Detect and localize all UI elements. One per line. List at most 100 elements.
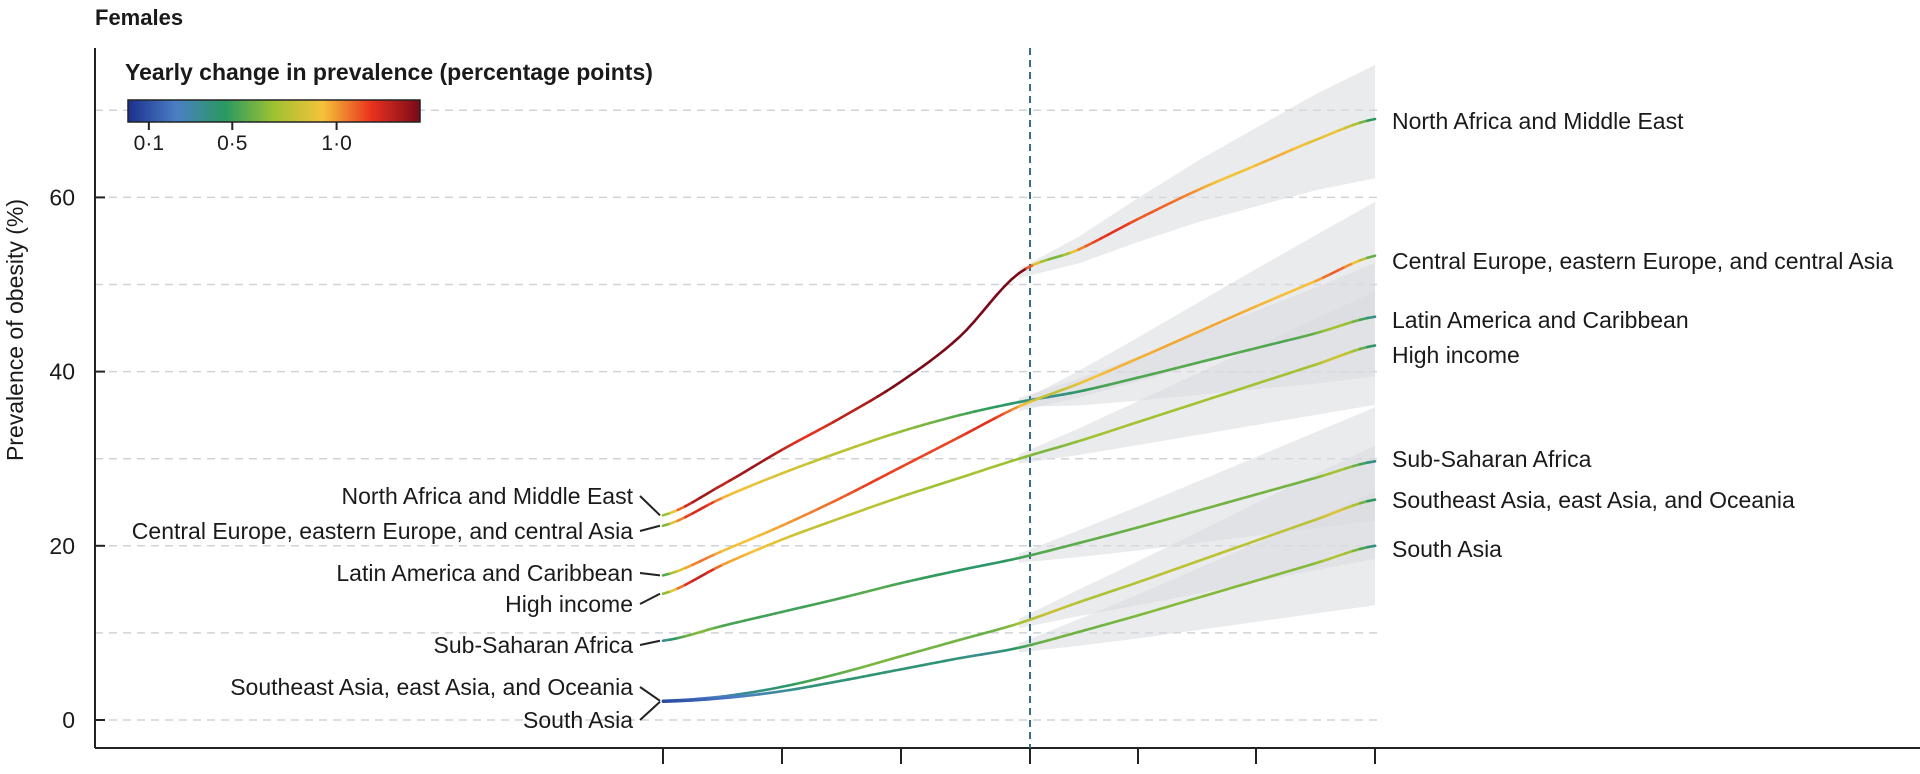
series-segment xyxy=(1358,256,1369,262)
series-segment xyxy=(691,496,702,504)
series-segment xyxy=(869,503,880,509)
series-segment xyxy=(1366,117,1377,122)
series-segment xyxy=(921,450,932,458)
series-segment xyxy=(1047,609,1058,615)
series-segment xyxy=(950,335,961,345)
series-segment xyxy=(691,560,702,567)
series-segment xyxy=(721,546,732,553)
series-label-right: Southeast Asia, east Asia, and Oceania xyxy=(1392,487,1795,513)
series-segment xyxy=(1247,539,1258,545)
series-segment xyxy=(1173,337,1184,344)
series-segment xyxy=(1344,123,1355,130)
series-segment xyxy=(1017,401,1028,408)
series-segment xyxy=(973,311,984,323)
series-segment xyxy=(943,342,954,351)
series-segment xyxy=(965,471,976,477)
series-segment xyxy=(1344,349,1355,356)
series-segment xyxy=(765,527,776,534)
axes: 0 20 40 60 xyxy=(49,48,1920,764)
colorbar-tick-label: 0·1 xyxy=(134,132,164,155)
series-segment xyxy=(713,496,724,503)
series-segment xyxy=(1188,189,1199,196)
label-leader xyxy=(639,524,661,532)
series-segment xyxy=(765,541,776,547)
series-segment xyxy=(1010,405,1021,412)
series-segment xyxy=(1336,507,1347,513)
series-segment xyxy=(847,408,858,415)
series-segment xyxy=(1106,229,1117,237)
series-segment xyxy=(1158,344,1169,351)
series-segment xyxy=(1255,160,1266,167)
series-segment xyxy=(698,492,709,500)
series-segment xyxy=(876,473,887,481)
series-segment xyxy=(891,380,902,389)
series-segment xyxy=(1047,390,1058,397)
series-segment xyxy=(854,442,865,448)
series-segment xyxy=(706,500,717,507)
series-segment xyxy=(1084,376,1095,383)
y-tick-label: 20 xyxy=(49,533,75,559)
series-segment xyxy=(1099,370,1110,376)
series-segment xyxy=(1114,425,1125,431)
series-segment xyxy=(876,435,887,441)
series-segment xyxy=(899,493,910,499)
series-segment xyxy=(817,521,828,528)
series-segment xyxy=(1077,379,1088,386)
series-segment xyxy=(795,436,806,444)
series-segment xyxy=(1084,241,1095,248)
series-segment xyxy=(1084,596,1095,602)
series-segment xyxy=(1269,154,1280,161)
panel-title: Females xyxy=(95,5,183,30)
series-segment xyxy=(802,461,813,467)
series-segment xyxy=(839,447,850,454)
legend-title: Yearly change in prevalence (percentage … xyxy=(125,59,653,85)
series-segment xyxy=(832,416,843,424)
series-segment xyxy=(1299,282,1310,289)
series-segment xyxy=(817,424,828,432)
series-segment xyxy=(1099,233,1110,240)
series-segment xyxy=(876,390,887,398)
series-segment xyxy=(1002,408,1013,415)
series-segment xyxy=(1351,121,1362,127)
series-line xyxy=(661,344,1377,596)
series-segment xyxy=(891,495,902,501)
series-segment xyxy=(1321,272,1332,279)
series-segment xyxy=(750,547,761,554)
series-line xyxy=(661,544,1377,704)
series-segment xyxy=(1269,295,1280,302)
series-segment xyxy=(906,458,917,465)
series-segment xyxy=(1166,568,1177,574)
series-segment xyxy=(1173,196,1184,203)
series-segment xyxy=(1366,498,1377,503)
series-segment xyxy=(795,514,806,521)
series-segment xyxy=(1299,141,1310,148)
series-segment xyxy=(780,444,791,452)
series-segment xyxy=(795,463,806,470)
series-segment xyxy=(1173,565,1184,571)
series-segment xyxy=(1158,570,1169,576)
series-label-left: Central Europe, eastern Europe, and cent… xyxy=(132,518,633,544)
series-segment xyxy=(1151,347,1162,354)
series-segment xyxy=(1314,360,1325,366)
series-segment xyxy=(787,440,798,448)
uncertainty-band xyxy=(1019,291,1375,464)
series-segment xyxy=(758,457,769,465)
series-lines xyxy=(661,117,1377,704)
series-segment xyxy=(1002,278,1013,288)
series-segment xyxy=(683,563,694,570)
series-segment xyxy=(884,385,895,394)
series-segment xyxy=(832,496,843,503)
series-segment xyxy=(728,475,739,482)
series-label-left: South Asia xyxy=(523,707,633,733)
series-segment xyxy=(1225,547,1236,553)
series-segment xyxy=(728,490,739,496)
series-segment xyxy=(1321,132,1332,139)
series-label-left: High income xyxy=(505,591,633,617)
series-segment xyxy=(1299,520,1310,527)
series-segment xyxy=(1247,163,1258,170)
series-segment xyxy=(1262,157,1273,164)
series-segment xyxy=(735,553,746,560)
uncertainty-band xyxy=(1019,491,1375,653)
series-segment xyxy=(1114,586,1125,592)
series-segment xyxy=(1151,206,1162,214)
